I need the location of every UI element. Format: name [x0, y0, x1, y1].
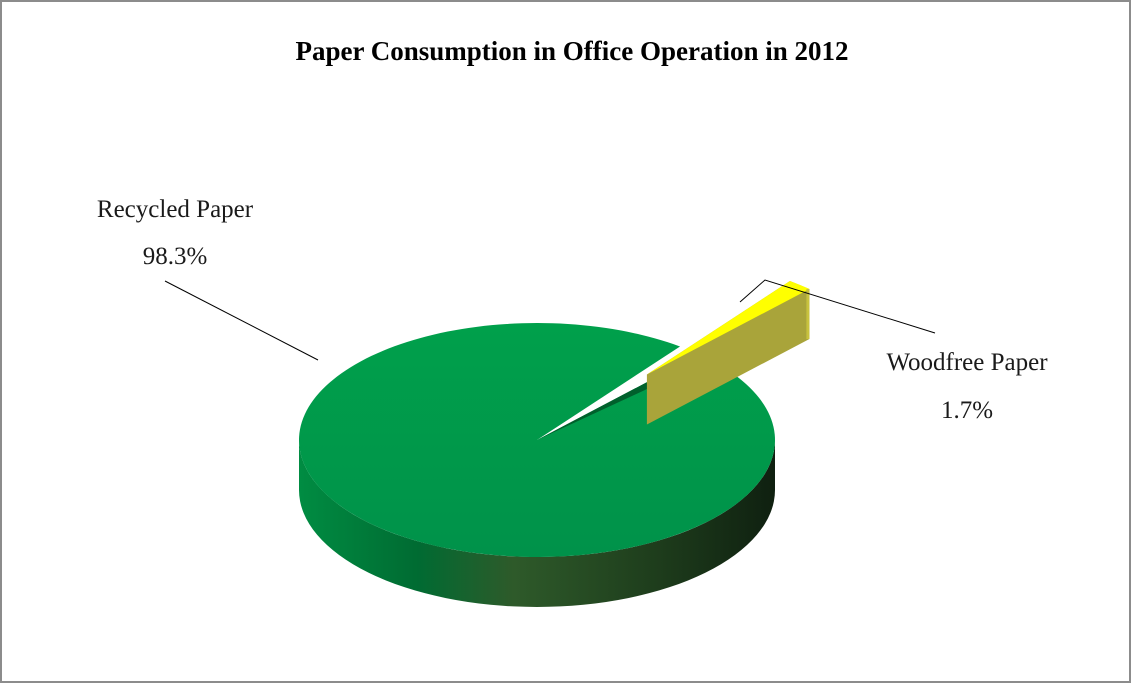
category-label-recycled: Recycled Paper	[97, 196, 254, 223]
chart-title: Paper Consumption in Office Operation in…	[295, 36, 848, 66]
slice-edge-woodfree	[806, 289, 809, 339]
data-label-recycled: 98.3%	[143, 243, 208, 270]
leader-line-recycled	[165, 281, 318, 360]
pie-layer	[299, 281, 809, 607]
category-label-woodfree: Woodfree Paper	[886, 349, 1048, 376]
data-label-woodfree: 1.7%	[941, 397, 993, 424]
